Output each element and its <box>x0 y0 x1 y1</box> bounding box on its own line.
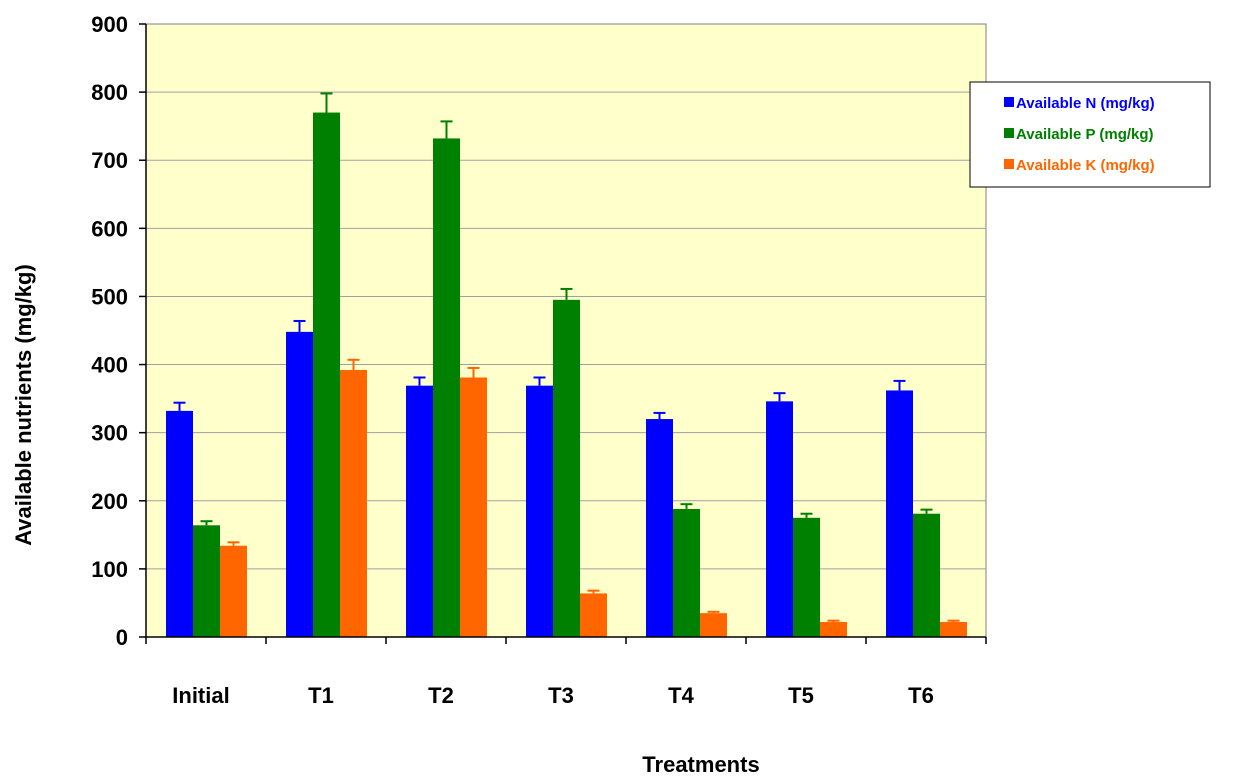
bar <box>313 112 340 638</box>
y-tick-label: 800 <box>91 80 128 105</box>
y-tick-label: 900 <box>91 12 128 37</box>
x-tick-label: T3 <box>548 683 574 708</box>
bar <box>553 299 580 637</box>
x-tick-label: T5 <box>788 683 814 708</box>
bars <box>166 112 967 638</box>
bar <box>193 525 220 637</box>
y-tick-label: 600 <box>91 216 128 241</box>
bar <box>340 370 367 637</box>
bar <box>886 390 913 637</box>
legend-swatch <box>1004 128 1014 138</box>
x-tick-label: T1 <box>308 683 334 708</box>
bar <box>433 138 460 637</box>
x-tick-label: T4 <box>668 683 694 708</box>
bar <box>526 385 553 637</box>
legend-label: Available P (mg/kg) <box>1016 126 1154 143</box>
bar <box>406 385 433 637</box>
y-tick-label: 200 <box>91 489 128 514</box>
bar <box>580 593 607 637</box>
y-tick-label: 400 <box>91 353 128 378</box>
bar <box>286 331 313 637</box>
y-tick-label: 300 <box>91 421 128 446</box>
legend-swatch <box>1004 159 1014 169</box>
bar <box>673 508 700 637</box>
bar <box>793 517 820 637</box>
error-bars <box>173 92 960 623</box>
bar <box>220 545 247 637</box>
x-tick-label: Initial <box>172 683 229 708</box>
y-axis-title: Available nutrients (mg/kg) <box>11 264 36 546</box>
legend-label: Available K (mg/kg) <box>1016 157 1155 174</box>
y-tick-label: 100 <box>91 557 128 582</box>
bar <box>646 419 673 637</box>
legend: Available N (mg/kg) Available P (mg/kg) Av… <box>969 81 1211 188</box>
x-axis-title: Treatments <box>642 752 759 777</box>
x-tick-label: T6 <box>908 683 934 708</box>
axes <box>139 23 987 644</box>
bar <box>700 613 727 637</box>
bar <box>820 622 847 637</box>
bar <box>460 377 487 637</box>
legend-swatch <box>1004 97 1014 107</box>
legend-label: Available N (mg/kg) <box>1016 95 1155 112</box>
x-tick-label: T2 <box>428 683 454 708</box>
y-tick-label: 700 <box>91 148 128 173</box>
bar <box>166 410 193 637</box>
bar <box>940 622 967 637</box>
bar <box>913 513 940 637</box>
y-tick-label: 500 <box>91 284 128 309</box>
x-tick-labels: Initial T1 T2 T3 T4 T5 T6 <box>172 683 934 708</box>
y-tick-label: 0 <box>116 625 128 650</box>
bar <box>766 401 793 637</box>
y-tick-labels: 0 100 200 300 400 500 600 700 800 900 <box>91 12 128 650</box>
